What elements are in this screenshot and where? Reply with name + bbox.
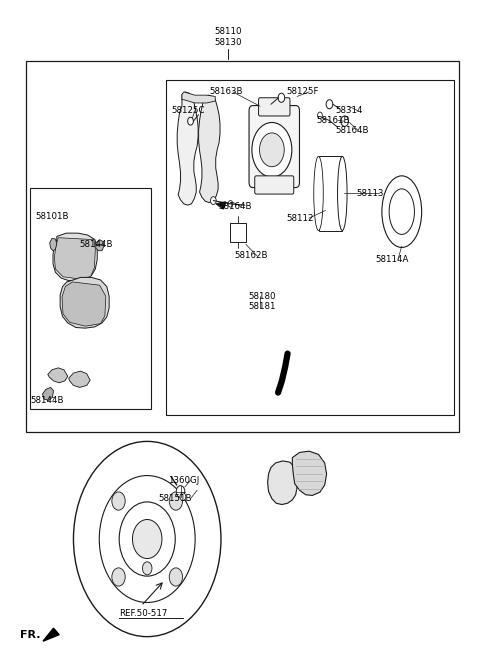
Circle shape (260, 133, 284, 167)
Text: 58314: 58314 (335, 106, 363, 115)
Text: 58163B: 58163B (209, 87, 242, 96)
Text: 58125F: 58125F (287, 87, 319, 96)
Bar (319, 157, 342, 231)
Polygon shape (49, 238, 57, 251)
Bar (166, 80, 454, 415)
Polygon shape (199, 95, 220, 202)
Circle shape (188, 117, 193, 125)
Circle shape (180, 493, 186, 500)
Polygon shape (54, 238, 96, 278)
Polygon shape (43, 387, 53, 400)
Polygon shape (43, 628, 59, 641)
Text: 58144B: 58144B (79, 240, 113, 249)
Ellipse shape (314, 157, 323, 231)
Polygon shape (69, 371, 90, 387)
Polygon shape (53, 233, 97, 280)
Ellipse shape (132, 519, 162, 559)
Polygon shape (60, 277, 109, 328)
FancyBboxPatch shape (249, 105, 300, 187)
Circle shape (211, 196, 216, 204)
Text: 58164B: 58164B (218, 202, 252, 211)
Text: 58112: 58112 (287, 214, 314, 223)
FancyBboxPatch shape (255, 176, 294, 194)
Circle shape (278, 93, 285, 102)
Text: 58144B: 58144B (31, 396, 64, 405)
Text: 58164B: 58164B (335, 126, 369, 135)
Polygon shape (182, 92, 215, 103)
Polygon shape (177, 92, 198, 205)
Text: 58113: 58113 (357, 189, 384, 198)
Ellipse shape (382, 176, 421, 248)
Text: 58180: 58180 (249, 291, 276, 301)
Text: REF.50-517: REF.50-517 (119, 609, 167, 618)
Text: 58161B: 58161B (316, 116, 349, 125)
Circle shape (176, 485, 185, 497)
Text: 58151B: 58151B (158, 494, 192, 503)
Bar (230, 223, 246, 242)
Text: 58125C: 58125C (171, 106, 205, 115)
Polygon shape (216, 202, 226, 209)
Circle shape (112, 568, 125, 586)
Polygon shape (48, 368, 68, 383)
Circle shape (326, 100, 333, 109)
Ellipse shape (119, 502, 175, 576)
Text: 58130: 58130 (215, 38, 242, 47)
Text: 58101B: 58101B (36, 212, 69, 221)
Text: 58181: 58181 (249, 302, 276, 311)
Circle shape (228, 200, 233, 207)
Polygon shape (292, 451, 326, 495)
Bar (30, 187, 151, 409)
Text: 58110: 58110 (215, 27, 242, 36)
Circle shape (169, 568, 182, 586)
Circle shape (112, 492, 125, 510)
Circle shape (252, 122, 292, 177)
Text: 58114A: 58114A (376, 255, 409, 264)
Circle shape (169, 492, 182, 510)
Circle shape (143, 562, 152, 575)
Text: 58162B: 58162B (234, 252, 268, 261)
Ellipse shape (99, 476, 195, 603)
FancyBboxPatch shape (259, 98, 290, 116)
Text: FR.: FR. (20, 629, 41, 640)
Polygon shape (96, 240, 104, 251)
Polygon shape (267, 461, 297, 504)
Circle shape (341, 116, 348, 126)
Circle shape (318, 112, 322, 119)
Ellipse shape (337, 157, 347, 231)
Ellipse shape (389, 189, 414, 234)
Polygon shape (62, 282, 106, 326)
Ellipse shape (73, 441, 221, 637)
Bar (26, 61, 459, 432)
Text: 1360GJ: 1360GJ (168, 476, 199, 485)
